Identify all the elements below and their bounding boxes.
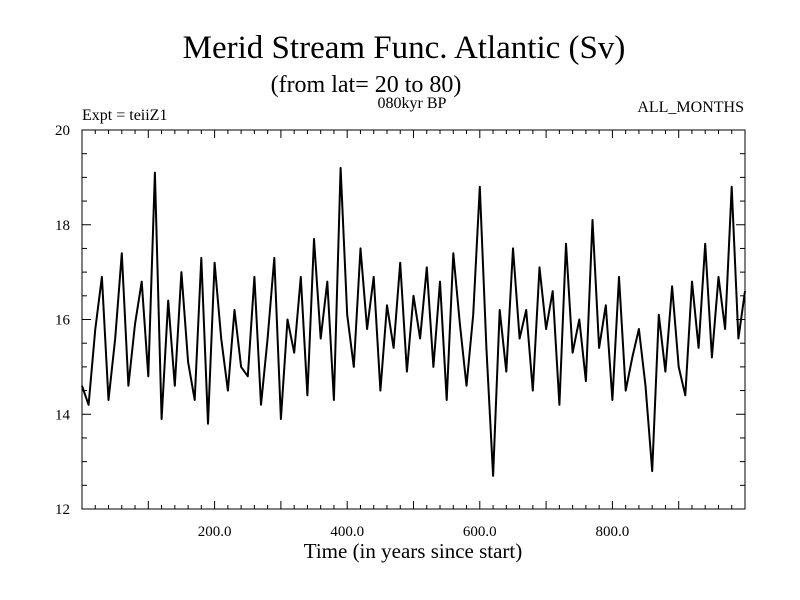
experiment-label: Expt = teiiZ1	[82, 107, 167, 124]
y-tick-label: 16	[55, 313, 71, 329]
y-tick-label: 18	[55, 218, 70, 234]
y-tick-label: 14	[55, 407, 71, 423]
x-tick-label: 800.0	[596, 524, 630, 540]
chart-subtitle: (from lat= 20 to 80)	[271, 72, 462, 98]
plot-frame	[81, 129, 746, 510]
x-tick-label: 200.0	[198, 524, 232, 540]
period-label: 080kyr BP	[378, 95, 447, 112]
y-tick-label: 20	[55, 123, 70, 139]
y-tick-label: 12	[55, 502, 70, 518]
x-axis: 200.0 400.0 600.0 800.0	[81, 130, 746, 540]
data-line	[81, 166, 746, 477]
data-line-group	[81, 166, 746, 477]
plot-border	[81, 129, 746, 510]
x-axis-title: Time (in years since start)	[304, 539, 523, 563]
x-tick-label: 600.0	[463, 524, 497, 540]
x-tick-label: 400.0	[330, 524, 364, 540]
chart-title: Merid Stream Func. Atlantic (Sv)	[183, 30, 626, 66]
months-label: ALL_MONTHS	[637, 99, 744, 116]
y-axis: 12 14 16 18 20	[55, 123, 745, 518]
